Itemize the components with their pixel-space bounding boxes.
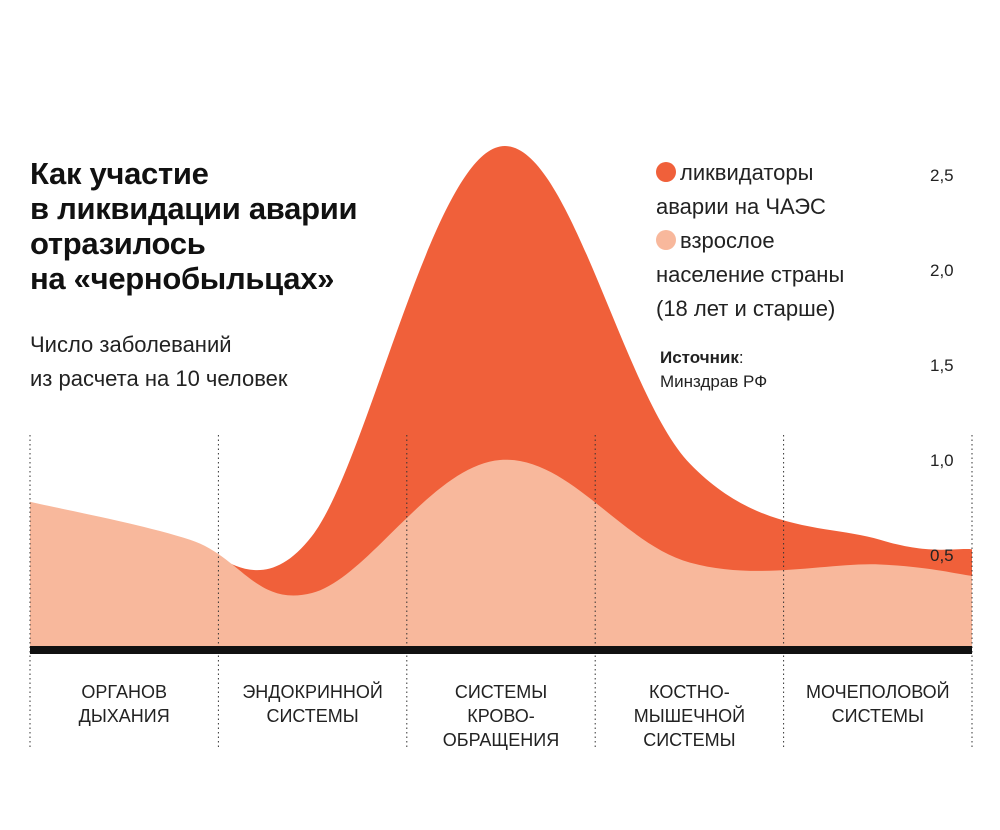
subtitle-line: Число заболеваний — [30, 332, 232, 357]
title-line: отразилось — [30, 226, 206, 261]
y-tick-label: 2,5 — [930, 166, 954, 185]
category-label: ДЫХАНИЯ — [79, 706, 170, 726]
source-text: Минздрав РФ — [660, 372, 768, 391]
y-tick-label: 2,0 — [930, 261, 954, 280]
legend-entry-liquidators: ликвидаторы аварии на ЧАЭС — [656, 156, 844, 224]
category-label: КРОВО- — [467, 706, 535, 726]
legend-label: ликвидаторы — [680, 160, 814, 185]
area-series-0 — [192, 146, 972, 650]
category-label: ОРГАНОВ — [81, 682, 167, 702]
source-note: Источник: Минздрав РФ — [660, 346, 767, 394]
chart-subtitle: Число заболеваний из расчета на 10 челов… — [30, 328, 288, 396]
category-label: СИСТЕМЫ — [266, 706, 358, 726]
category-label: ЭНДОКРИННОЙ — [242, 681, 383, 702]
category-label: СИСТЕМЫ — [832, 706, 924, 726]
title-line: Как участие — [30, 156, 209, 191]
legend-dot-icon — [656, 230, 676, 250]
x-axis-baseline — [30, 646, 972, 654]
category-label: МЫШЕЧНОЙ — [634, 705, 745, 726]
category-label: МОЧЕПОЛОВОЙ — [806, 681, 950, 702]
title-line: на «чернобыльцах» — [30, 261, 335, 296]
chart-title: Как участие в ликвидации аварии отразило… — [30, 156, 358, 296]
category-label: КОСТНО- — [649, 682, 730, 702]
legend-label: население страны — [656, 262, 845, 287]
legend-entry-population: взрослое население страны (18 лет и стар… — [656, 224, 844, 326]
category-label: СИСТЕМЫ — [643, 730, 735, 750]
category-label: СИСТЕМЫ — [455, 682, 547, 702]
legend-label: аварии на ЧАЭС — [656, 194, 826, 219]
title-line: в ликвидации аварии — [30, 191, 358, 226]
legend-dot-icon — [656, 162, 676, 182]
source-label: Источник — [660, 348, 739, 367]
legend-label: взрослое — [680, 228, 775, 253]
legend: ликвидаторы аварии на ЧАЭС взрослое насе… — [656, 156, 844, 326]
category-label: ОБРАЩЕНИЯ — [443, 730, 559, 750]
area-series-1 — [30, 459, 972, 650]
y-tick-label: 1,5 — [930, 356, 954, 375]
y-tick-label: 0,5 — [930, 546, 954, 565]
subtitle-line: из расчета на 10 человек — [30, 366, 288, 391]
y-tick-label: 1,0 — [930, 451, 954, 470]
legend-label: (18 лет и старше) — [656, 296, 836, 321]
